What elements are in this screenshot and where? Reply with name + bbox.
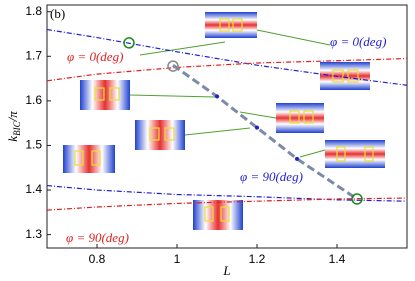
inset [80, 80, 130, 110]
x-tick-label: 1.2 [249, 252, 266, 266]
annotation: φ = 90(deg) [66, 230, 129, 245]
highlight-circle [351, 193, 363, 205]
point [295, 156, 299, 161]
x-tick-label: 1.4 [329, 252, 346, 266]
annotation: φ = 0(deg) [330, 34, 386, 49]
inset [63, 145, 115, 173]
insets [46, 12, 408, 230]
inset [205, 12, 257, 38]
y-tick-label: 1.7 [25, 48, 42, 62]
y-tick-label: 1.4 [25, 182, 42, 196]
y-label-part: BIC [12, 120, 22, 135]
plot-frame [46, 4, 408, 249]
point [215, 94, 219, 99]
panel-label: (b) [50, 6, 65, 21]
annotation: φ = 0(deg) [67, 49, 123, 64]
series-line [46, 57, 408, 82]
series-line [46, 28, 408, 86]
y-tick-label: 1.6 [25, 93, 42, 107]
series-line [46, 197, 408, 211]
series-line [46, 184, 408, 202]
x-axis-label: L [222, 263, 230, 278]
y-tick-label: 1.5 [25, 138, 42, 152]
inset [325, 140, 385, 168]
y-tick-label: 1.3 [25, 227, 42, 241]
inset [135, 120, 185, 150]
highlight-circle [123, 37, 135, 49]
inset [193, 200, 243, 230]
point [255, 125, 259, 130]
y-tick-label: 1.8 [25, 4, 42, 18]
inset [320, 62, 370, 90]
y-label-part: k [5, 136, 20, 142]
x-tick-label: 0.8 [89, 252, 106, 266]
y-axis-label: kBIC/π [5, 111, 22, 142]
x-tick-label: 1 [174, 252, 181, 266]
inset [276, 103, 324, 133]
annotation: φ = 90(deg) [240, 169, 303, 184]
highlight-circle [167, 60, 179, 72]
y-label-part: /π [5, 111, 20, 123]
